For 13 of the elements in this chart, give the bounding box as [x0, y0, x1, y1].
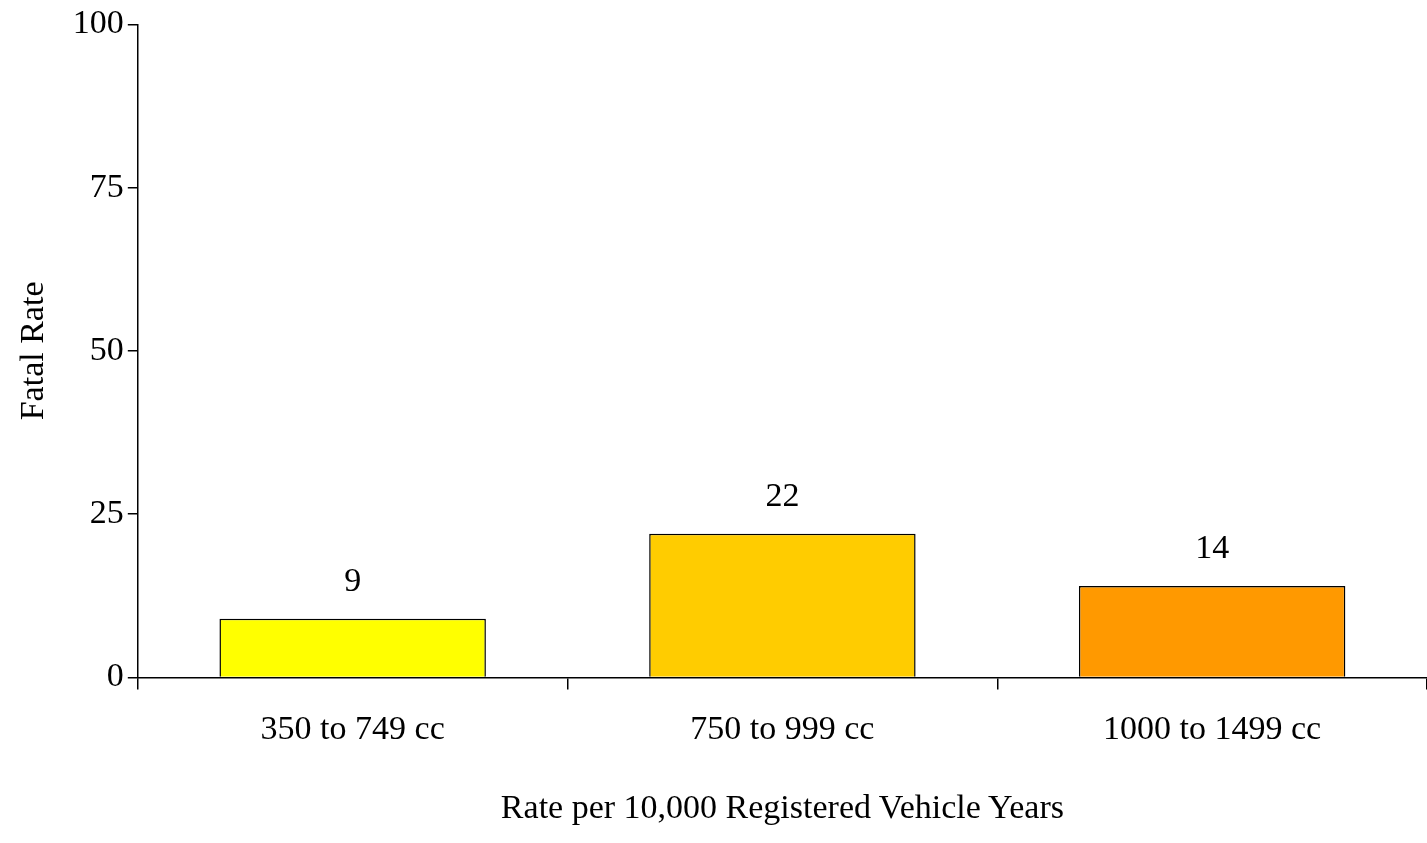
y-tick-label: 75 [89, 166, 124, 204]
data-label: 22 [765, 475, 800, 513]
x-tick-label: 350 to 749 cc [260, 708, 445, 746]
y-tick-label: 0 [106, 656, 124, 694]
y-tick-label: 100 [72, 3, 124, 41]
y-tick-label: 25 [89, 493, 124, 531]
x-tick-label: 750 to 999 cc [690, 708, 875, 746]
data-label: 9 [344, 560, 362, 598]
y-tick-label: 50 [89, 329, 124, 367]
x-tick-label: 1000 to 1499 cc [1103, 708, 1322, 746]
data-label: 14 [1195, 527, 1230, 565]
y-axis-title: Fatal Rate [13, 281, 51, 421]
x-axis-title: Rate per 10,000 Registered Vehicle Years [500, 787, 1064, 825]
